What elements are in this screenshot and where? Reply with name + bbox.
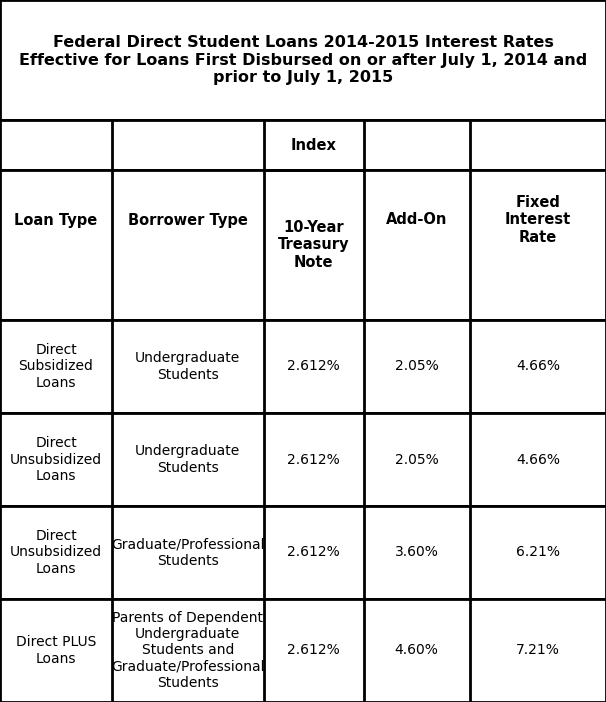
Text: Direct
Unsubsidized
Loans: Direct Unsubsidized Loans [10,437,102,483]
Text: 4.66%: 4.66% [516,453,560,467]
Text: Loan Type: Loan Type [15,213,98,227]
Text: Undergraduate
Students: Undergraduate Students [135,352,241,382]
Bar [0,599,606,702]
Text: Borrower Type: Borrower Type [128,213,248,227]
Text: 10-Year
Treasury
Note: 10-Year Treasury Note [278,220,349,270]
Text: 4.66%: 4.66% [516,359,560,373]
Bar [0,413,606,506]
Text: Direct PLUS
Loans: Direct PLUS Loans [16,635,96,665]
Bar [0,320,606,413]
Text: 2.612%: 2.612% [287,644,340,658]
Bar [0,170,606,320]
Text: Direct
Unsubsidized
Loans: Direct Unsubsidized Loans [10,529,102,576]
Text: 2.612%: 2.612% [287,545,340,559]
Text: 6.21%: 6.21% [516,545,560,559]
Bar [0,0,606,120]
Text: Add-On: Add-On [386,213,447,227]
Text: Undergraduate
Students: Undergraduate Students [135,444,241,475]
Text: 4.60%: 4.60% [395,644,439,658]
Text: Index: Index [291,138,336,152]
Text: 2.05%: 2.05% [395,453,439,467]
Bar [0,120,606,170]
Text: Graduate/Professional
Students: Graduate/Professional Students [111,538,265,568]
Bar [0,506,606,599]
Text: Direct
Subsidized
Loans: Direct Subsidized Loans [19,343,93,390]
Text: 3.60%: 3.60% [395,545,439,559]
Text: Fixed
Interest
Rate: Fixed Interest Rate [505,195,571,245]
Text: Parents of Dependent
Undergraduate
Students and
Graduate/Professional
Students: Parents of Dependent Undergraduate Stude… [111,611,265,690]
Text: 2.05%: 2.05% [395,359,439,373]
Text: 2.612%: 2.612% [287,359,340,373]
Text: 2.612%: 2.612% [287,453,340,467]
Text: Federal Direct Student Loans 2014-2015 Interest Rates
Effective for Loans First : Federal Direct Student Loans 2014-2015 I… [19,35,587,85]
Text: 7.21%: 7.21% [516,644,560,658]
